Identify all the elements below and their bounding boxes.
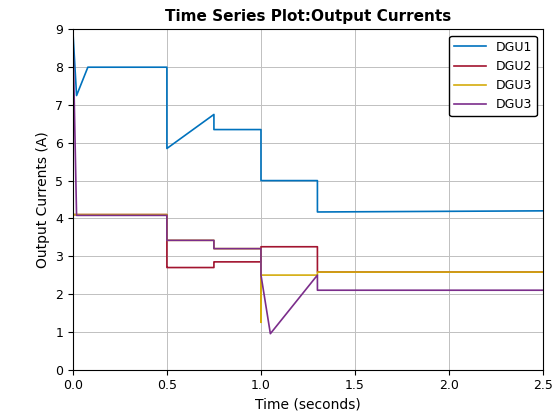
DGU3 [267, 331, 274, 336]
DGU3 [69, 27, 76, 32]
DGU3 [258, 320, 264, 325]
DGU2 [314, 270, 321, 275]
DGU1 [258, 127, 264, 132]
DGU2 [164, 265, 170, 270]
DGU2 [164, 265, 170, 270]
DGU3 [258, 246, 264, 251]
DGU2 [164, 212, 170, 217]
DGU3 [540, 270, 547, 275]
DGU1 [85, 65, 91, 70]
DGU2 [314, 244, 321, 249]
DGU3 [73, 213, 80, 218]
DGU1 [211, 112, 217, 117]
DGU3 [211, 246, 217, 251]
DGU2 [540, 270, 547, 275]
DGU3 [258, 273, 264, 278]
DGU3 [164, 213, 170, 218]
DGU2 [211, 265, 217, 270]
Y-axis label: Output Currents (A): Output Currents (A) [35, 131, 49, 268]
Legend: DGU1, DGU2, DGU3, DGU3: DGU1, DGU2, DGU3, DGU3 [449, 36, 537, 116]
DGU3 [211, 238, 217, 243]
DGU3 [164, 212, 170, 217]
DGU3 [314, 273, 321, 278]
DGU3 [211, 238, 217, 243]
DGU3 [69, 212, 76, 217]
DGU2 [69, 212, 76, 217]
DGU1 [314, 210, 321, 215]
Line: DGU1: DGU1 [73, 29, 543, 212]
DGU3 [314, 288, 321, 293]
DGU1 [540, 208, 547, 213]
DGU3 [258, 246, 264, 251]
DGU3 [164, 238, 170, 243]
DGU2 [258, 244, 264, 249]
Title: Time Series Plot:Output Currents: Time Series Plot:Output Currents [165, 9, 451, 24]
DGU3 [314, 273, 321, 278]
X-axis label: Time (seconds): Time (seconds) [255, 398, 361, 412]
DGU1 [164, 146, 170, 151]
DGU3 [211, 246, 217, 251]
DGU1 [258, 178, 264, 183]
DGU3 [540, 288, 547, 293]
DGU1 [211, 127, 217, 132]
DGU3 [258, 273, 264, 278]
DGU2 [258, 259, 264, 265]
DGU3 [314, 270, 321, 275]
DGU3 [211, 246, 217, 251]
DGU3 [69, 212, 76, 217]
DGU2 [211, 259, 217, 265]
DGU1 [314, 178, 321, 183]
DGU3 [314, 270, 321, 275]
DGU3 [164, 213, 170, 218]
DGU2 [69, 212, 76, 217]
Line: DGU3: DGU3 [73, 215, 543, 323]
Line: DGU2: DGU2 [73, 215, 543, 272]
DGU2 [314, 270, 321, 275]
Line: DGU3: DGU3 [73, 29, 543, 333]
DGU2 [211, 259, 217, 265]
DGU1 [69, 27, 76, 32]
DGU1 [164, 65, 170, 70]
DGU1 [73, 93, 80, 98]
DGU3 [164, 238, 170, 243]
